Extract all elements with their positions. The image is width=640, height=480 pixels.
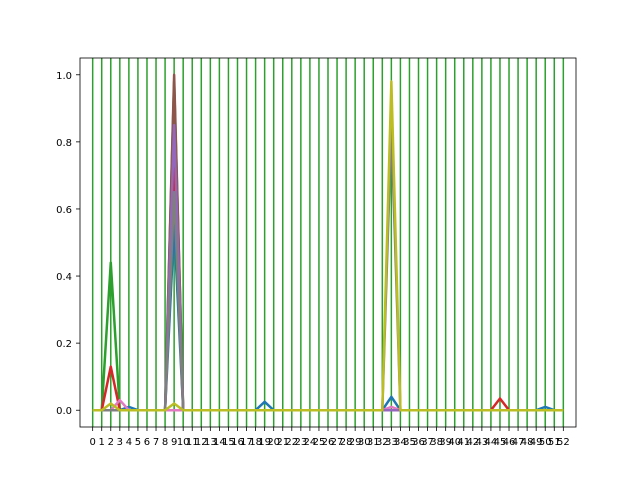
x-tick-label-39: 39 — [439, 437, 452, 448]
x-tick-label-50: 50 — [539, 437, 552, 448]
y-tick-label-0: 0.0 — [56, 406, 72, 417]
x-tick-label-11: 11 — [186, 437, 199, 448]
x-tick-label-12: 12 — [195, 437, 208, 448]
x-tick-label-16: 16 — [231, 437, 244, 448]
x-tick-label-27: 27 — [331, 437, 344, 448]
x-tick-label-22: 22 — [285, 437, 298, 448]
x-tick-label-26: 26 — [322, 437, 335, 448]
x-tick-label-42: 42 — [466, 437, 479, 448]
axes-frame — [79, 57, 577, 428]
y-tick-label-5: 1.0 — [56, 71, 72, 82]
x-tick-label-37: 37 — [421, 437, 434, 448]
x-tick-label-31: 31 — [367, 437, 380, 448]
x-tick-label-35: 35 — [403, 437, 416, 448]
x-tick-label-19: 19 — [258, 437, 271, 448]
x-tick-label-8: 8 — [162, 437, 168, 448]
x-tick-label-52: 52 — [557, 437, 570, 448]
x-tick-label-7: 7 — [153, 437, 159, 448]
x-tick-label-4: 4 — [126, 437, 132, 448]
x-tick-label-32: 32 — [376, 437, 389, 448]
x-tick-label-24: 24 — [304, 437, 317, 448]
x-tick-label-20: 20 — [267, 437, 280, 448]
x-tick-label-9: 9 — [171, 437, 177, 448]
x-axis: 0 1 2 3 4 5 6 7 8 9 101112131415161718192021222324… — [89, 427, 570, 448]
series-line-7 — [92, 80, 564, 412]
x-tick-label-34: 34 — [394, 437, 407, 448]
x-tick-label-25: 25 — [313, 437, 326, 448]
x-tick-label-17: 17 — [240, 437, 253, 448]
x-tick-label-5: 5 — [135, 437, 141, 448]
x-tick-label-36: 36 — [412, 437, 425, 448]
x-tick-label-46: 46 — [503, 437, 516, 448]
x-tick-label-3: 3 — [117, 437, 123, 448]
x-tick-label-21: 21 — [276, 437, 289, 448]
x-tick-label-13: 13 — [204, 437, 217, 448]
y-tick-label-1: 0.2 — [56, 339, 72, 350]
x-tick-label-0: 0 — [89, 437, 95, 448]
x-tick-label-43: 43 — [476, 437, 489, 448]
y-tick-label-3: 0.6 — [56, 205, 72, 216]
x-tick-label-45: 45 — [494, 437, 507, 448]
x-tick-label-30: 30 — [358, 437, 371, 448]
x-tick-label-29: 29 — [349, 437, 362, 448]
y-axis: 0.0 0.2 0.4 0.6 0.8 1.0 — [56, 71, 80, 417]
x-tick-label-41: 41 — [457, 437, 470, 448]
x-tick-label-48: 48 — [521, 437, 534, 448]
x-tick-label-49: 49 — [530, 437, 543, 448]
x-tick-label-6: 6 — [144, 437, 150, 448]
x-tick-label-51: 51 — [548, 437, 561, 448]
x-tick-label-15: 15 — [222, 437, 235, 448]
x-tick-label-18: 18 — [249, 437, 262, 448]
x-tick-label-38: 38 — [430, 437, 443, 448]
x-tick-label-23: 23 — [294, 437, 307, 448]
x-tick-label-28: 28 — [340, 437, 353, 448]
y-tick-label-2: 0.4 — [56, 272, 72, 283]
x-tick-label-14: 14 — [213, 437, 226, 448]
y-tick-label-4: 0.8 — [56, 138, 72, 149]
plot-area — [91, 58, 565, 427]
x-tick-label-2: 2 — [108, 437, 114, 448]
x-tick-label-44: 44 — [485, 437, 498, 448]
x-tick-label-40: 40 — [448, 437, 461, 448]
x-tick-label-47: 47 — [512, 437, 525, 448]
x-tick-label-33: 33 — [385, 437, 398, 448]
x-tick-label-10: 10 — [177, 437, 190, 448]
x-tick-label-1: 1 — [99, 437, 105, 448]
